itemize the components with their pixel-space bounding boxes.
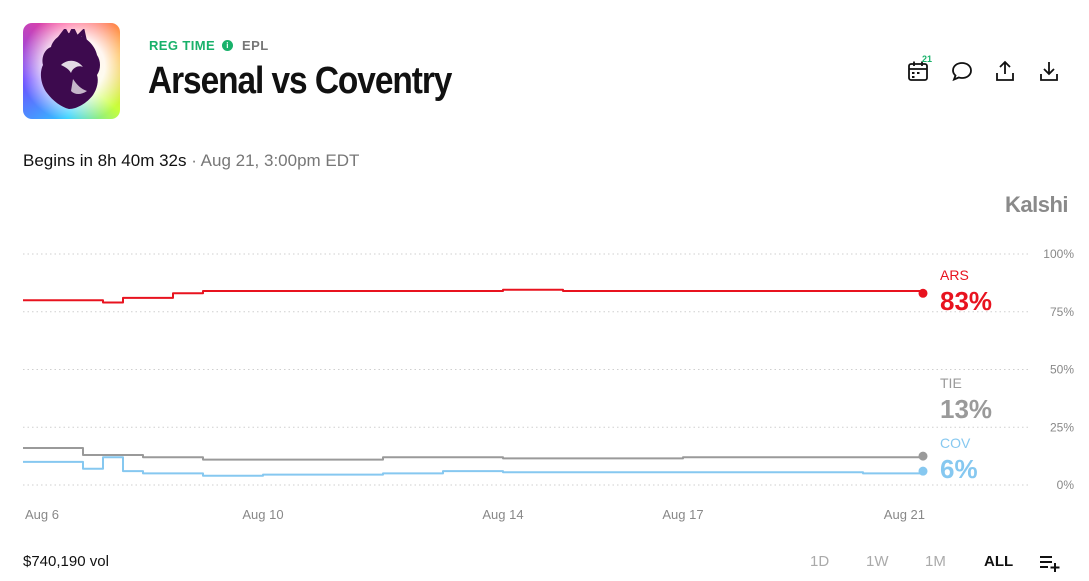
series-endpoint-cov: [918, 466, 928, 476]
range-1m[interactable]: 1M: [925, 553, 946, 570]
series-endpoint-tie: [918, 451, 928, 461]
status-label: REG TIME: [149, 38, 216, 53]
league-label: EPL: [242, 38, 269, 53]
share-icon: [996, 60, 1014, 81]
download-icon: [1040, 62, 1058, 81]
begins-line: Begins in 8h 40m 32s · Aug 21, 3:00pm ED…: [23, 151, 359, 171]
league-logo: [23, 23, 120, 119]
series-line-tie: [23, 447, 924, 461]
range-1w[interactable]: 1W: [866, 553, 889, 570]
comment-icon: [952, 62, 972, 82]
x-tick-label: Aug 10: [242, 507, 283, 522]
lion-crest-logo: [40, 29, 100, 109]
series-name-cov: COV: [940, 435, 971, 451]
x-tick-label: Aug 21: [884, 507, 925, 522]
y-tick-label: 50%: [1050, 363, 1074, 377]
volume-label: $740,190 vol: [23, 553, 109, 570]
series-value-cov: 6%: [940, 454, 978, 484]
range-all[interactable]: ALL: [984, 553, 1014, 570]
start-date: Aug 21, 3:00pm EDT: [200, 151, 360, 170]
price-chart[interactable]: 100% 75% 50% 25% 0% Aug 6 Aug 10 Aug 14 Aug 17 Au…: [0, 240, 1089, 530]
range-1d[interactable]: 1D: [810, 553, 830, 570]
y-tick-label: 75%: [1050, 305, 1074, 319]
x-tick-label: Aug 17: [662, 507, 703, 522]
series-line-cov: [23, 456, 924, 477]
y-tick-label: 100%: [1043, 247, 1074, 261]
list-add-button[interactable]: [1039, 553, 1061, 573]
download-button[interactable]: [1036, 58, 1062, 84]
separator: ·: [186, 151, 201, 170]
y-tick-label: 0%: [1057, 478, 1075, 492]
calendar-badge: 21: [922, 54, 933, 64]
market-meta: REG TIME i EPL: [149, 38, 269, 53]
x-tick-label: Aug 14: [482, 507, 523, 522]
x-tick-label: Aug 6: [25, 507, 59, 522]
countdown-text: Begins in 8h 40m 32s: [23, 151, 187, 170]
list-add-icon: [1040, 556, 1060, 572]
series-name-ars: ARS: [940, 267, 969, 283]
info-icon[interactable]: i: [222, 40, 234, 51]
calendar-icon: [908, 61, 928, 81]
y-tick-label: 25%: [1050, 420, 1074, 434]
series-value-tie: 13%: [940, 394, 992, 424]
share-button[interactable]: [992, 58, 1018, 84]
comment-button[interactable]: [949, 58, 975, 84]
series-name-tie: TIE: [940, 375, 962, 391]
brand-logo-text: Kalshi: [1004, 192, 1069, 217]
series-endpoint-ars: [918, 288, 928, 298]
page-title: Arsenal vs Coventry: [148, 60, 452, 102]
series-value-ars: 83%: [940, 286, 992, 316]
series-line-ars: [23, 288, 924, 304]
calendar-button[interactable]: [905, 58, 931, 84]
